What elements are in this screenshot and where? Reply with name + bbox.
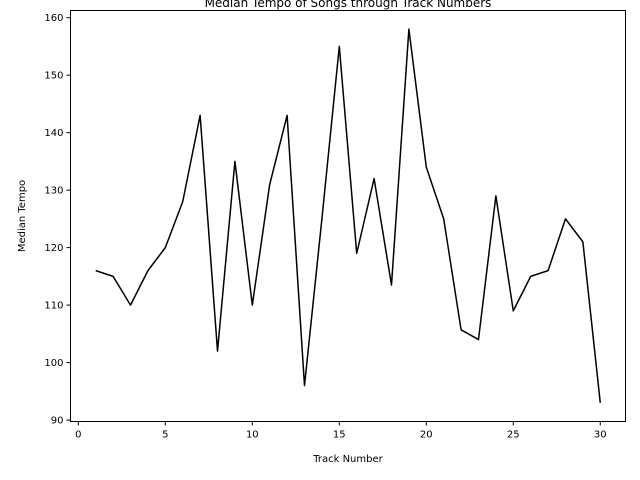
y-tick-label: 100 — [44, 358, 63, 369]
x-tick-label: 30 — [594, 430, 607, 441]
y-axis-label: Median Tempo — [17, 180, 28, 252]
x-tick-label: 15 — [333, 430, 346, 441]
plot-frame — [70, 10, 626, 422]
x-axis-label: Track Number — [312, 454, 383, 465]
x-tick-label: 20 — [420, 430, 433, 441]
x-tick-label: 5 — [162, 430, 168, 441]
x-axis-ticks: 0 5 10 15 20 25 30 — [75, 421, 607, 441]
y-tick-label: 150 — [44, 71, 63, 82]
chart-title: Median Tempo of Songs through Track Numb… — [205, 0, 492, 10]
series-line-0 — [95, 28, 602, 403]
y-axis-ticks: 90 100 110 120 130 140 150 160 — [44, 13, 71, 427]
y-tick-label: 110 — [44, 301, 63, 312]
y-tick-label: 160 — [44, 13, 63, 24]
y-tick-label: 120 — [44, 243, 63, 254]
plot-series — [95, 28, 602, 403]
y-tick-label: 90 — [51, 416, 64, 427]
y-tick-label: 130 — [44, 186, 63, 197]
y-tick-label: 140 — [44, 128, 63, 139]
x-tick-label: 0 — [75, 430, 81, 441]
x-tick-label: 25 — [507, 430, 520, 441]
x-tick-label: 10 — [246, 430, 259, 441]
